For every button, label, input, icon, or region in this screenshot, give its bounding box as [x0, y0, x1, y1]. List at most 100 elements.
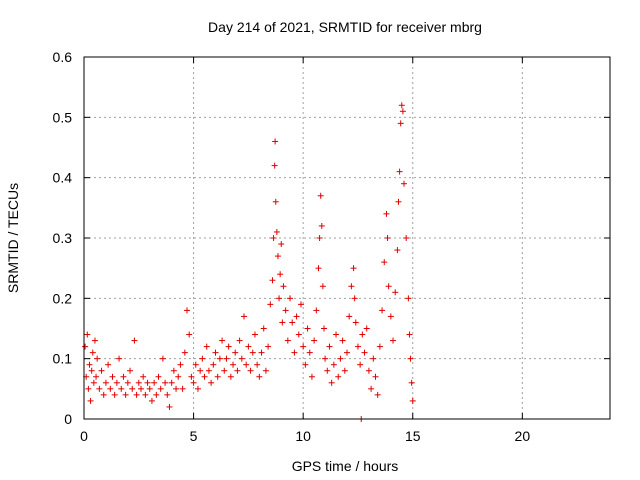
data-point — [91, 337, 98, 344]
data-point — [385, 283, 392, 290]
data-point — [89, 349, 96, 356]
data-point — [398, 102, 405, 109]
data-point — [379, 307, 386, 314]
data-point — [142, 391, 149, 398]
data-point — [166, 403, 173, 410]
data-point — [216, 355, 223, 362]
data-point — [400, 180, 407, 187]
data-point — [256, 373, 263, 380]
data-point — [337, 355, 344, 362]
data-point — [107, 385, 114, 392]
data-point — [194, 385, 201, 392]
data-point — [308, 373, 315, 380]
y-tick-label: 0.6 — [53, 49, 73, 65]
data-point — [372, 373, 379, 380]
data-point — [214, 373, 221, 380]
data-point — [113, 379, 120, 386]
data-point — [175, 373, 182, 380]
data-point — [324, 367, 331, 374]
data-point — [197, 367, 204, 374]
data-point — [254, 361, 261, 368]
data-point — [236, 337, 243, 344]
data-point — [306, 349, 313, 356]
data-point — [153, 391, 160, 398]
data-point — [376, 343, 383, 350]
data-point — [260, 325, 267, 332]
data-point — [159, 355, 166, 362]
data-point — [240, 313, 247, 320]
data-point — [137, 385, 144, 392]
data-point — [88, 367, 95, 374]
data-point — [210, 361, 217, 368]
data-point — [279, 319, 286, 326]
y-tick-label: 0 — [64, 411, 72, 427]
data-point — [267, 301, 274, 308]
x-tick-label: 0 — [80, 428, 88, 444]
y-tick-label: 0.4 — [53, 170, 73, 186]
data-point — [162, 379, 169, 386]
data-point — [201, 373, 208, 380]
data-point — [273, 228, 280, 235]
data-point — [350, 265, 357, 272]
data-point — [230, 361, 237, 368]
data-point — [277, 271, 284, 278]
data-point — [118, 385, 125, 392]
data-point — [192, 361, 199, 368]
data-point — [212, 349, 219, 356]
data-point — [318, 222, 325, 229]
data-point — [320, 325, 327, 332]
data-point — [359, 331, 366, 338]
data-point — [87, 397, 94, 404]
data-point — [326, 343, 333, 350]
data-point — [328, 379, 335, 386]
data-point — [274, 253, 281, 260]
x-tick-label: 20 — [515, 428, 531, 444]
data-point — [282, 307, 289, 314]
data-point — [348, 283, 355, 290]
x-tick-label: 10 — [295, 428, 311, 444]
data-point — [300, 343, 307, 350]
data-point — [208, 379, 215, 386]
data-point — [144, 379, 151, 386]
data-points — [82, 102, 416, 422]
data-point — [354, 343, 361, 350]
data-point — [111, 391, 118, 398]
data-point — [396, 168, 403, 175]
data-point — [383, 210, 390, 217]
data-point — [199, 355, 206, 362]
data-point — [408, 379, 415, 386]
data-point — [243, 361, 250, 368]
data-point — [357, 361, 364, 368]
data-point — [407, 355, 414, 362]
data-point — [311, 337, 318, 344]
y-tick-label: 0.3 — [53, 230, 73, 246]
data-point — [225, 343, 232, 350]
data-point — [157, 385, 164, 392]
data-point — [344, 349, 350, 356]
data-point — [94, 355, 101, 362]
data-point — [390, 337, 397, 344]
data-point — [304, 325, 311, 332]
data-point — [270, 235, 277, 241]
x-tick-label: 15 — [405, 428, 421, 444]
data-point — [249, 349, 256, 356]
data-point — [395, 198, 402, 205]
data-point — [148, 397, 155, 404]
data-point — [317, 192, 324, 199]
x-tick-label: 5 — [190, 428, 198, 444]
data-point — [258, 349, 265, 356]
data-point — [284, 337, 291, 344]
data-point — [98, 367, 105, 374]
data-point — [287, 295, 294, 302]
data-point — [365, 367, 372, 374]
data-point — [151, 379, 158, 386]
data-point — [333, 331, 340, 338]
data-point — [140, 373, 147, 380]
data-point — [272, 138, 279, 145]
data-point — [129, 385, 136, 392]
data-point — [170, 367, 177, 374]
data-point — [120, 373, 127, 380]
data-point — [272, 198, 279, 205]
data-point — [84, 331, 91, 338]
